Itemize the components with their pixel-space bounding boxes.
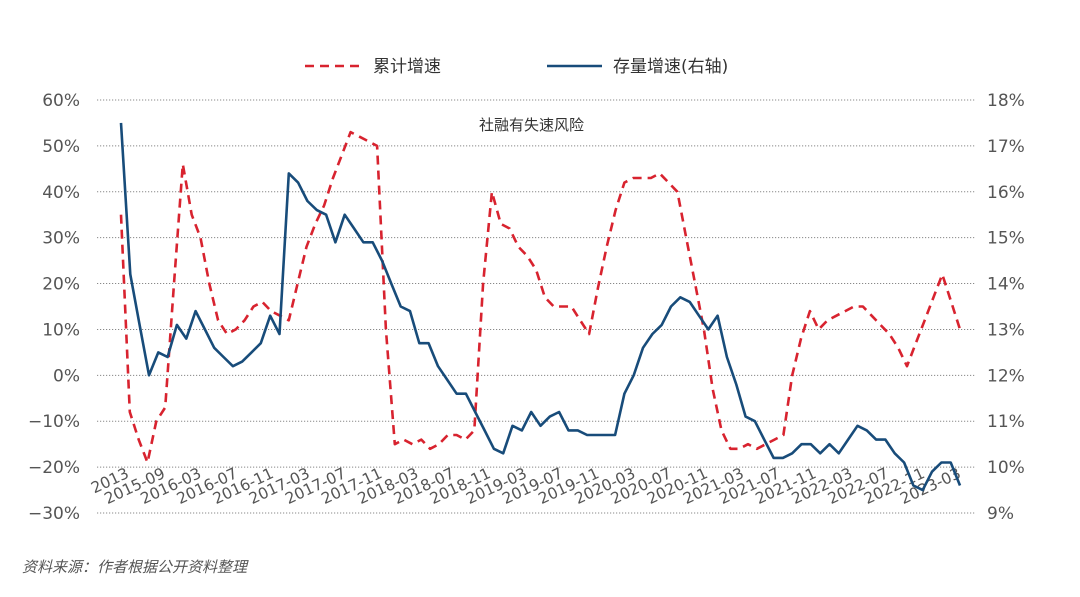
left-tick-label: 10%: [42, 320, 80, 340]
right-tick-label: 12%: [987, 366, 1025, 386]
left-tick-label: −30%: [28, 504, 80, 524]
right-tick-label: 10%: [987, 458, 1025, 478]
chart-annotation: 社融有失速风险: [479, 116, 584, 134]
right-tick-label: 15%: [987, 229, 1025, 249]
legend: 累计增速 存量增速(右轴): [305, 57, 728, 77]
right-tick-label: 17%: [987, 137, 1025, 157]
grid: [97, 99, 975, 514]
right-tick-label: 18%: [987, 91, 1025, 111]
right-tick-label: 13%: [987, 320, 1025, 340]
left-tick-label: 60%: [42, 91, 80, 111]
left-tick-label: 50%: [42, 137, 80, 157]
legend-label-cumulative: 累计增速: [373, 57, 441, 77]
source-note: 资料来源：作者根据公开资料整理: [22, 558, 248, 576]
left-axis: 60% 50% 40% 30% 20% 10% 0% −10% −20% −30%: [28, 91, 80, 524]
right-tick-label: 9%: [987, 504, 1014, 524]
left-tick-label: −20%: [28, 458, 80, 478]
left-tick-label: 20%: [42, 275, 80, 295]
left-tick-label: 30%: [42, 229, 80, 249]
x-axis: 20132015-092016-032016-072016-112017-032…: [88, 464, 963, 508]
series-cumulative-line: [119, 130, 962, 464]
legend-label-stock: 存量增速(右轴): [613, 57, 728, 77]
right-tick-label: 16%: [987, 183, 1025, 203]
left-tick-label: 40%: [42, 183, 80, 203]
series-stock-line: [119, 122, 962, 492]
right-axis: 18% 17% 16% 15% 14% 13% 12% 11% 10% 9%: [987, 91, 1025, 524]
right-tick-label: 14%: [987, 275, 1025, 295]
series-layer: [119, 122, 962, 492]
left-tick-label: 0%: [53, 366, 80, 386]
left-tick-label: −10%: [28, 412, 80, 432]
right-tick-label: 11%: [987, 412, 1025, 432]
